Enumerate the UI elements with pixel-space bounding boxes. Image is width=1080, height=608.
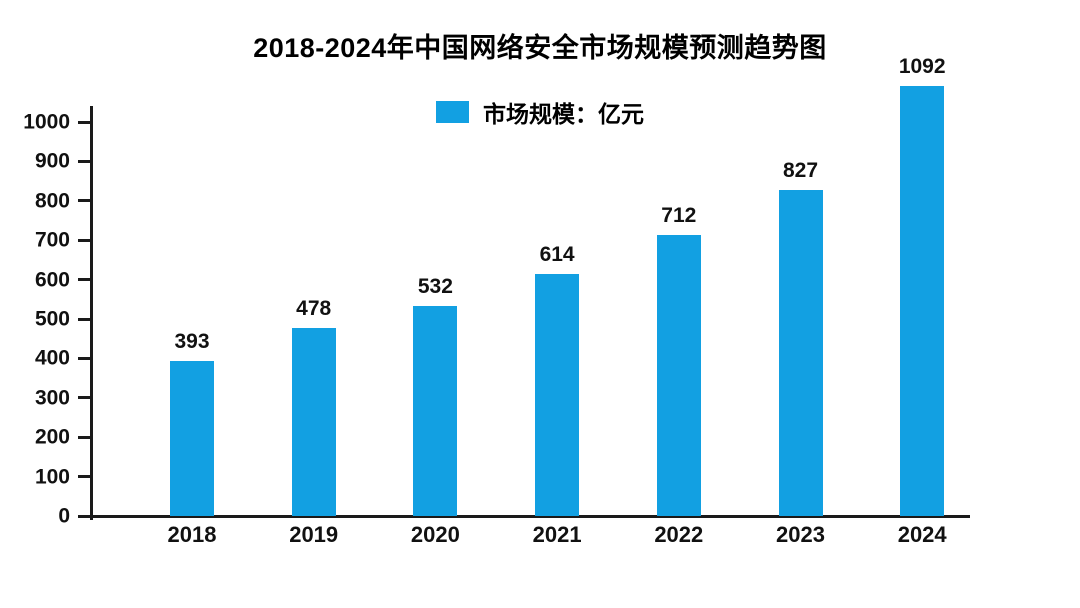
- bar-2020: [413, 306, 458, 516]
- legend-swatch: [436, 101, 469, 123]
- bar-value-label: 478: [296, 297, 332, 320]
- x-tick-label: 2018: [167, 522, 217, 547]
- y-tick: [78, 278, 91, 282]
- y-tick: [78, 475, 91, 479]
- x-axis-line: [80, 515, 970, 518]
- y-tick: [78, 435, 91, 439]
- y-tick: [78, 159, 91, 163]
- y-tick-label: 600: [34, 268, 70, 292]
- bar-value-label: 393: [174, 330, 210, 353]
- y-tick-label: 900: [34, 149, 70, 173]
- y-tick-label: 400: [34, 346, 70, 370]
- y-tick-label: 300: [34, 386, 70, 410]
- y-tick-label: 1000: [23, 110, 70, 134]
- legend-label: 市场规模：亿元: [483, 101, 644, 127]
- y-tick-label: 500: [34, 307, 70, 331]
- y-tick: [78, 199, 91, 203]
- y-tick: [78, 120, 91, 124]
- x-tick-label: 2021: [532, 522, 582, 547]
- y-tick-label: 200: [34, 425, 70, 449]
- y-tick: [78, 317, 91, 321]
- y-tick-label: 100: [34, 465, 70, 489]
- bar-value-label: 532: [417, 275, 453, 298]
- chart-title: 2018-2024年中国网络安全市场规模预测趋势图: [253, 33, 827, 63]
- x-tick-label: 2019: [289, 522, 339, 547]
- y-tick: [78, 356, 91, 360]
- bar-value-label: 614: [539, 243, 575, 266]
- y-axis-line: [90, 106, 93, 520]
- bar-value-label: 712: [661, 204, 697, 227]
- bar-2024: [900, 86, 945, 516]
- x-tick-label: 2024: [897, 522, 947, 547]
- x-tick-label: 2022: [654, 522, 704, 547]
- bar-2018: [170, 361, 214, 516]
- y-tick-label: 700: [34, 228, 70, 252]
- bar-value-label: 827: [782, 159, 819, 182]
- y-tick: [78, 238, 91, 242]
- x-tick-label: 2020: [410, 522, 460, 547]
- bar-2023: [778, 190, 823, 516]
- legend: 市场规模：亿元: [0, 95, 1080, 129]
- y-tick-label: 800: [34, 189, 70, 213]
- x-tick-label: 2023: [776, 522, 825, 547]
- y-tick-label: 0: [58, 504, 70, 528]
- y-tick: [78, 514, 91, 518]
- bar-value-label: 1092: [898, 55, 946, 78]
- y-tick: [78, 396, 91, 400]
- bar-2019: [291, 328, 336, 516]
- bar-2022: [656, 235, 701, 516]
- bar-2021: [535, 274, 580, 516]
